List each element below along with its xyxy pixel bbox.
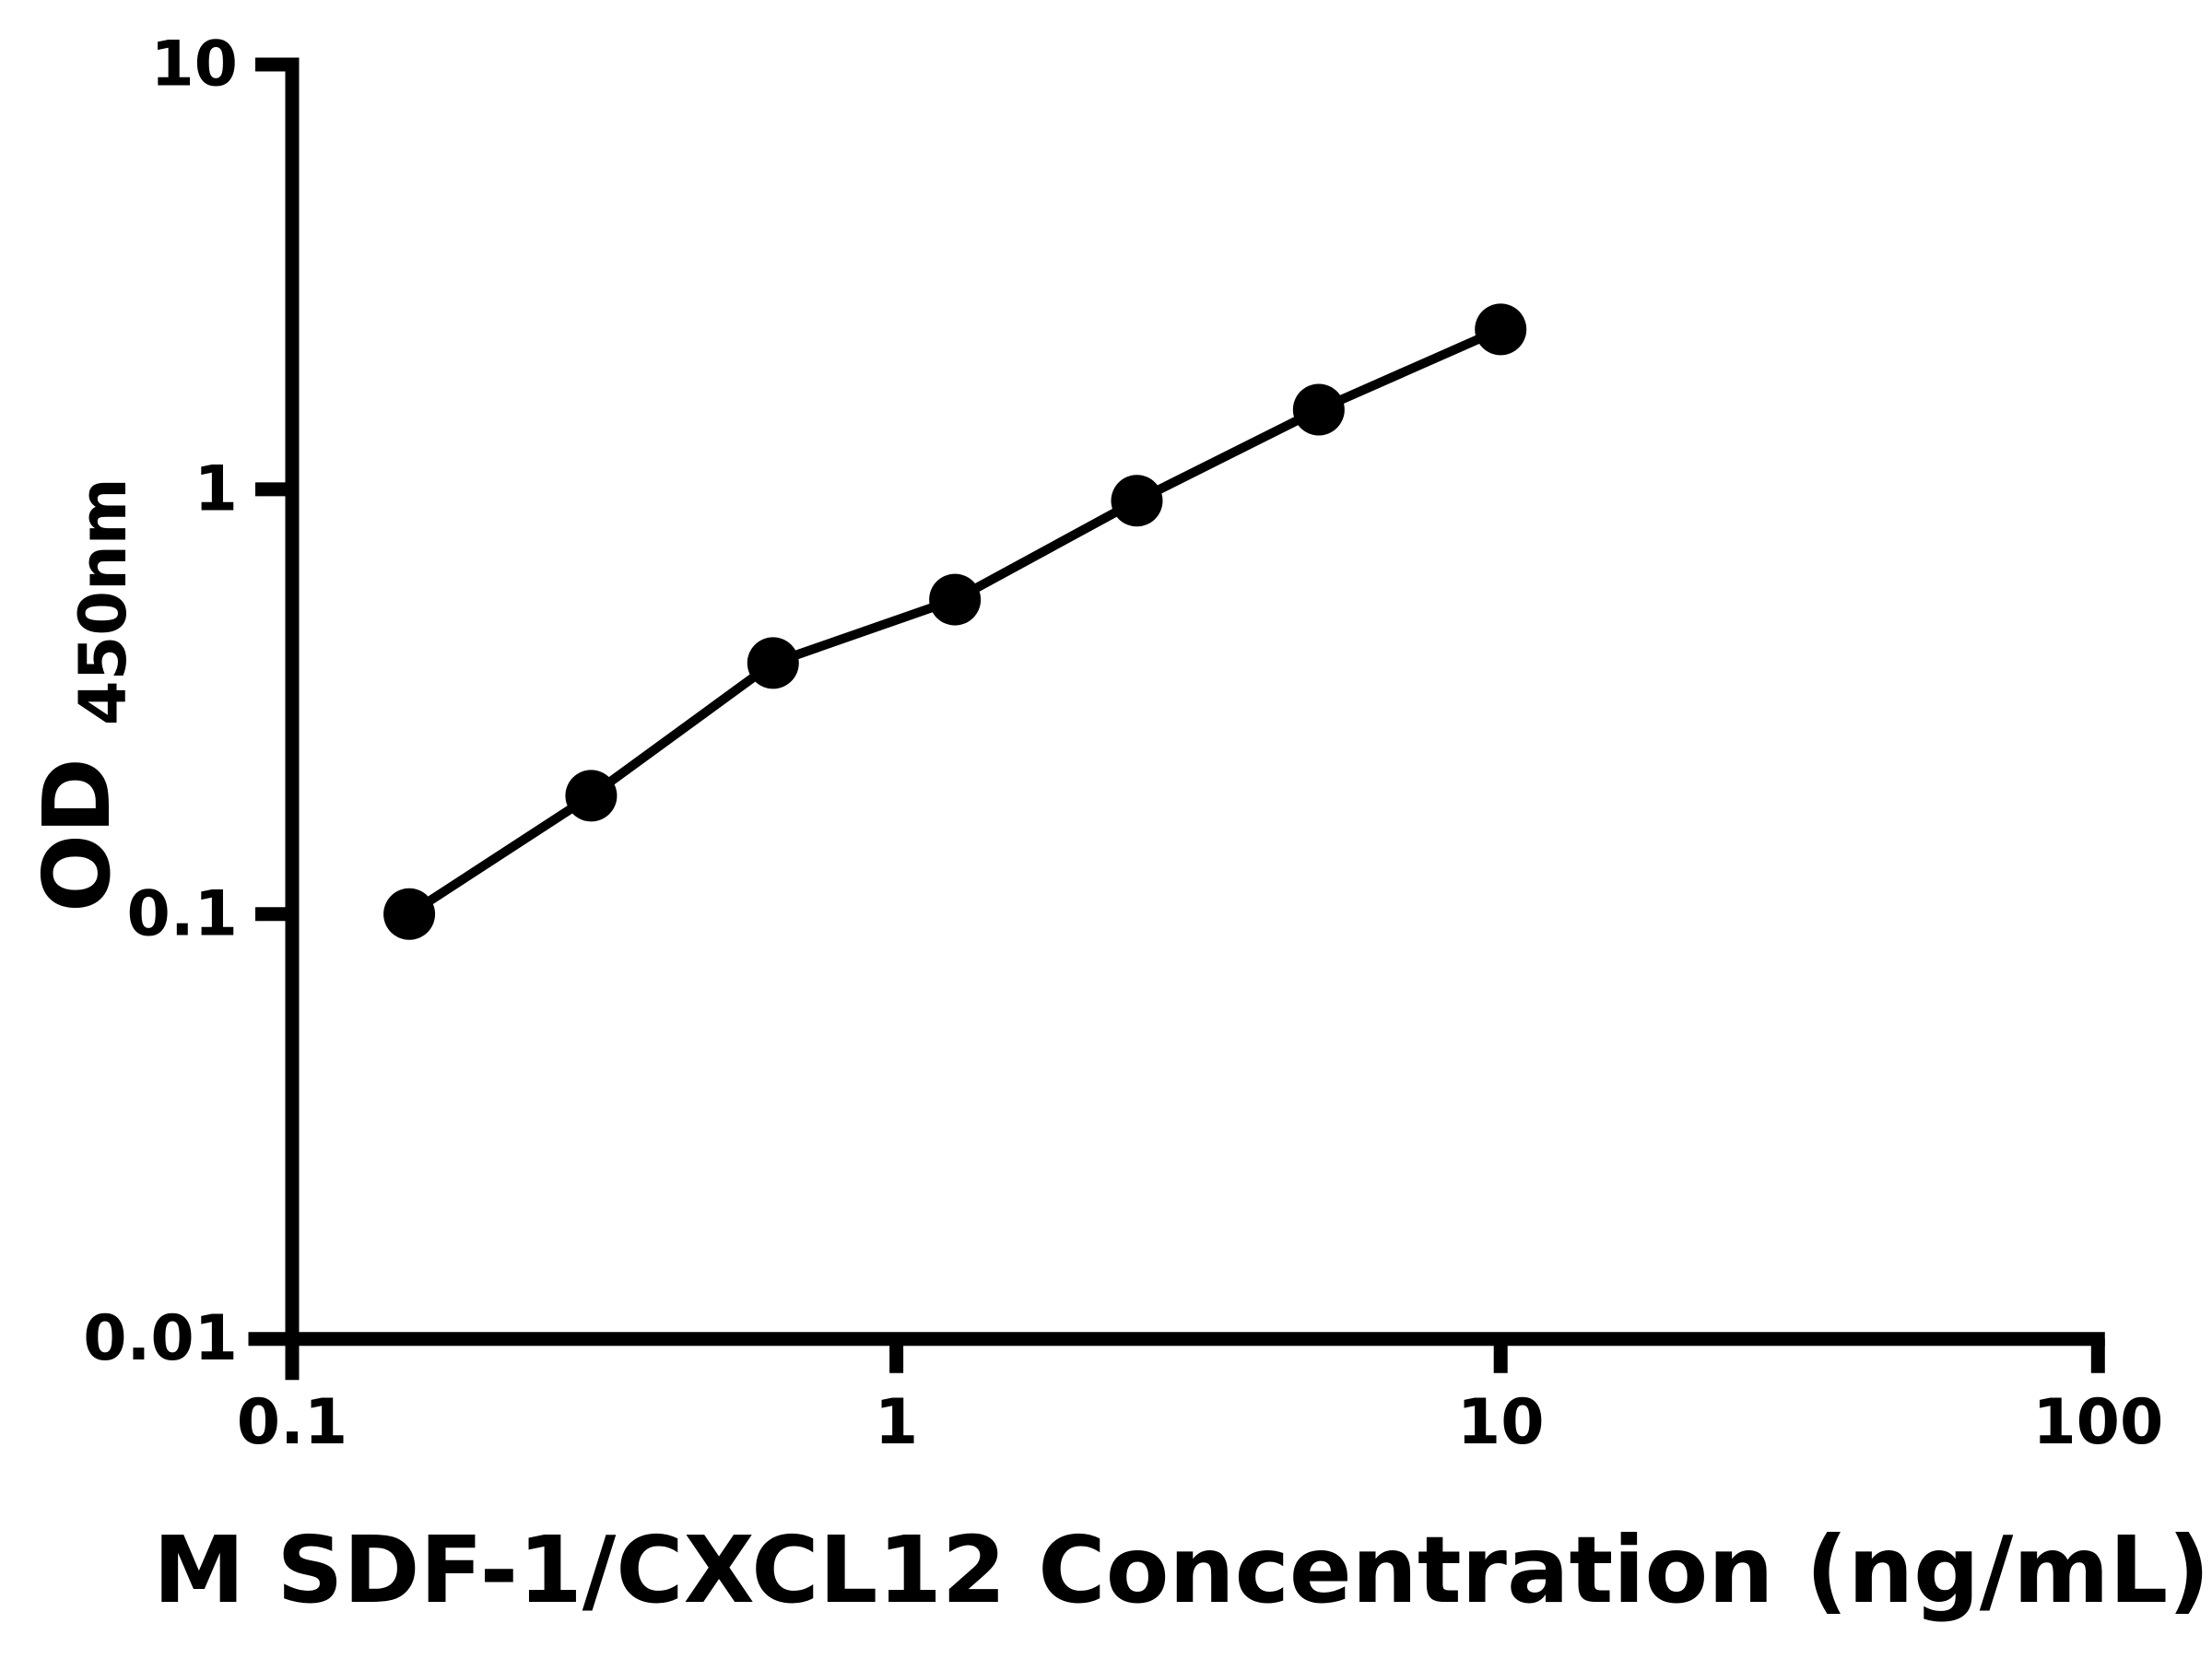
data-point	[1292, 383, 1345, 436]
y-tick-label: 0.1	[127, 877, 238, 950]
y-tick-label: 0.01	[83, 1302, 238, 1375]
x-tick-label: 100	[2032, 1386, 2163, 1459]
data-point	[1111, 475, 1163, 527]
x-tick-label: 0.1	[237, 1386, 347, 1459]
x-tick-label: 1	[875, 1386, 918, 1459]
x-tick-label: 10	[1457, 1386, 1545, 1459]
y-axis-title: OD 450nm	[23, 477, 141, 912]
y-tick-label: 1	[194, 453, 238, 525]
data-point	[747, 637, 799, 689]
y-axis-title-main: OD	[23, 758, 131, 912]
data-point	[383, 888, 436, 940]
data-point	[1475, 303, 1527, 356]
y-tick-label: 10	[150, 29, 238, 101]
series-group	[383, 303, 1527, 940]
tick-labels-group: 10 1 0.1 0.01 0.1 1 10 100	[83, 29, 2163, 1460]
y-axis-title-subscript: 450nm	[65, 477, 141, 725]
data-point	[565, 770, 618, 822]
x-axis-title: M SDF-1/CXCL12 Concentration (ng/mL)	[153, 1516, 2210, 1624]
data-point	[929, 573, 982, 626]
axes-group	[248, 57, 2105, 1381]
